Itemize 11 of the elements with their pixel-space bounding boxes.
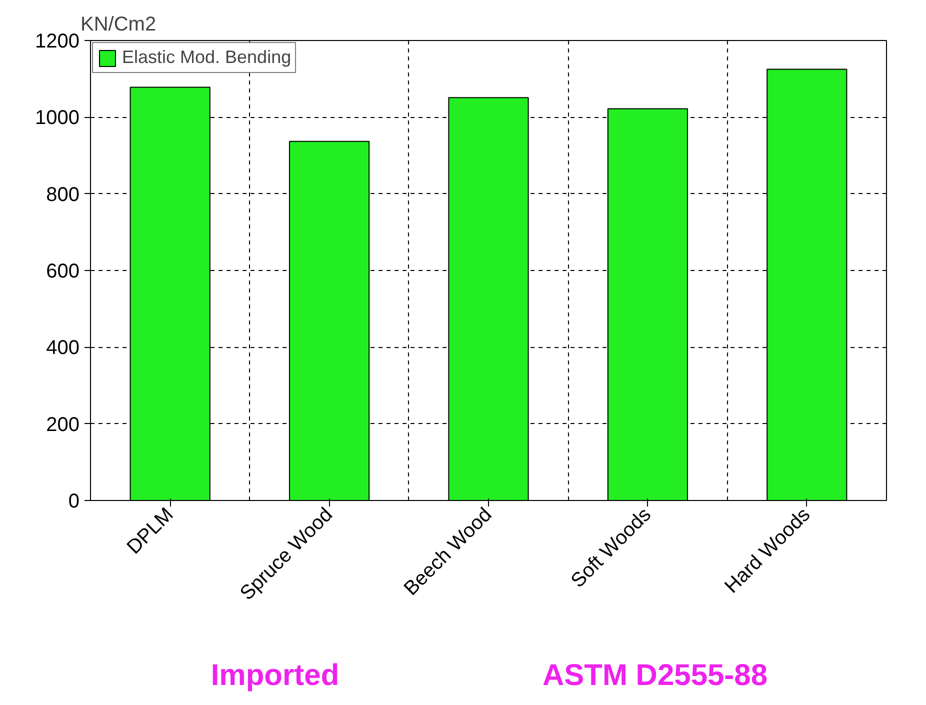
y-tick-label: 1200 bbox=[35, 30, 80, 52]
y-tick-label: 200 bbox=[46, 414, 80, 436]
y-tick-label: 1000 bbox=[35, 107, 80, 130]
text: ASTM D2555-88 bbox=[542, 658, 768, 694]
y-tick-label: 600 bbox=[46, 260, 80, 282]
y-tick-label: 0 bbox=[68, 490, 80, 512]
text: Imported bbox=[210, 658, 340, 694]
y-tick-label: 800 bbox=[46, 184, 80, 206]
legend-label: Elastic Mod. Bending bbox=[122, 47, 292, 68]
y-tick-label: 400 bbox=[46, 337, 80, 360]
y-axis-title: KN/Cm2 bbox=[80, 14, 156, 36]
